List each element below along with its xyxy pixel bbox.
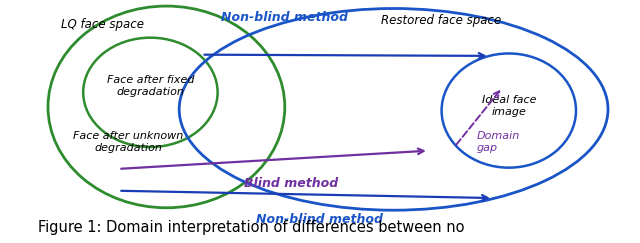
Text: Blind method: Blind method [244,177,339,190]
Text: Ideal face
image: Ideal face image [481,95,536,116]
Text: Face after fixed
degradation: Face after fixed degradation [107,76,194,97]
Text: Domain
gap: Domain gap [477,131,520,153]
Text: Non-blind method: Non-blind method [257,213,383,226]
Text: Figure 1: Domain interpretation of differences between no: Figure 1: Domain interpretation of diffe… [38,220,465,235]
Text: Non-blind method: Non-blind method [221,10,348,24]
Text: LQ face space: LQ face space [61,18,144,31]
Text: Face after unknown
degradation: Face after unknown degradation [73,131,183,153]
Text: Restored face space: Restored face space [381,14,501,27]
